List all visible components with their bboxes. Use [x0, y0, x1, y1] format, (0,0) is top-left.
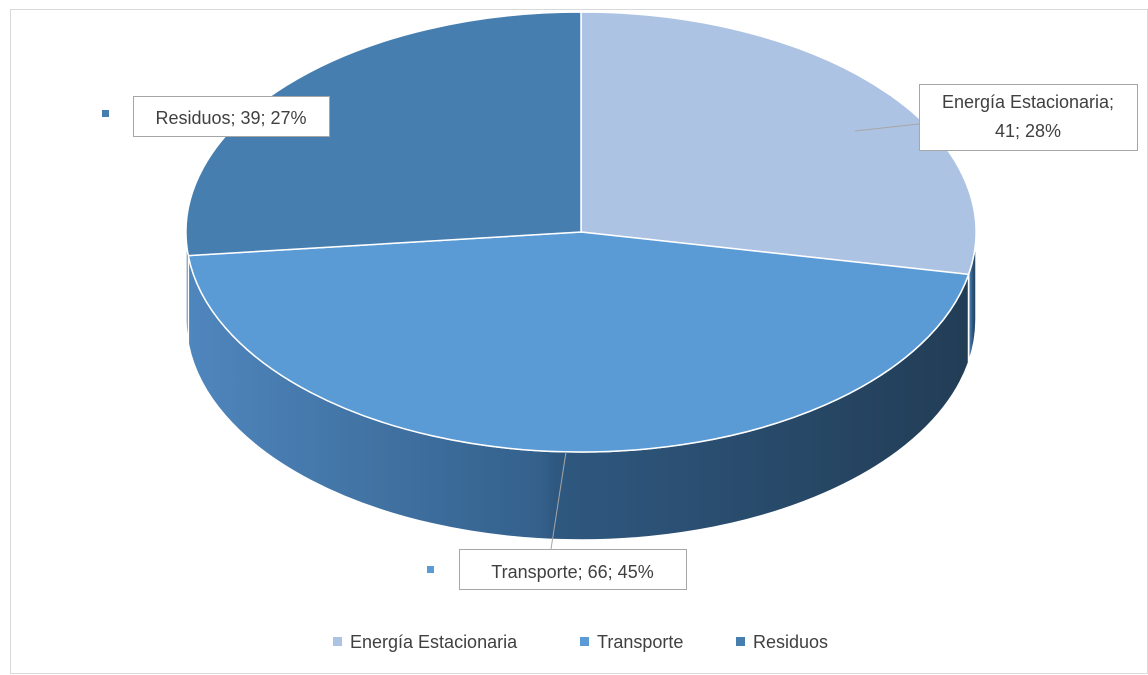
data-label-marker-energia-estacionaria: [884, 96, 891, 103]
leader-line-energia-estacionaria: [854, 123, 920, 132]
data-label-energia-estacionaria: Energía Estacionaria; 41; 28%: [854, 84, 1138, 151]
pie-slice-residuos: [185, 11, 582, 257]
data-label-marker-transporte: [427, 566, 434, 573]
legend-label-residuos: Residuos: [753, 632, 828, 652]
data-label-box-transporte: [459, 549, 687, 590]
pie-slice-transporte: [187, 231, 970, 453]
legend-marker-transporte: [580, 637, 589, 646]
legend-entry-transporte: Transporte: [580, 632, 683, 652]
legend-entry-residuos: Residuos: [736, 632, 828, 652]
data-label-box-energia-estacionaria: [919, 84, 1138, 151]
data-label-marker-residuos: [102, 110, 109, 117]
data-label-text-energia-estacionaria: Energía Estacionaria; 41; 28%: [942, 92, 1114, 141]
data-label-residuos: Residuos; 39; 27%: [102, 96, 330, 137]
pie-slice-energia-estacionaria: [580, 11, 977, 276]
data-label-text-transporte: Transporte; 66; 45%: [491, 562, 653, 582]
leader-line-transporte: [550, 451, 567, 550]
legend-entry-energia-estacionaria: Energía Estacionaria: [333, 632, 518, 652]
data-label-layer: Energía Estacionaria; 41; 28% Transporte; …: [102, 84, 1138, 590]
legend-marker-energia-estacionaria: [333, 637, 342, 646]
data-label-transporte: Transporte; 66; 45%: [427, 451, 687, 590]
pie-layer: [185, 11, 977, 541]
legend: Energía Estacionaria Transporte Residuos: [333, 632, 828, 652]
data-label-text-residuos: Residuos; 39; 27%: [155, 108, 306, 128]
legend-label-transporte: Transporte: [597, 632, 683, 652]
data-label-box-residuos: [133, 96, 330, 137]
legend-label-energia-estacionaria: Energía Estacionaria: [350, 632, 518, 652]
legend-marker-residuos: [736, 637, 745, 646]
